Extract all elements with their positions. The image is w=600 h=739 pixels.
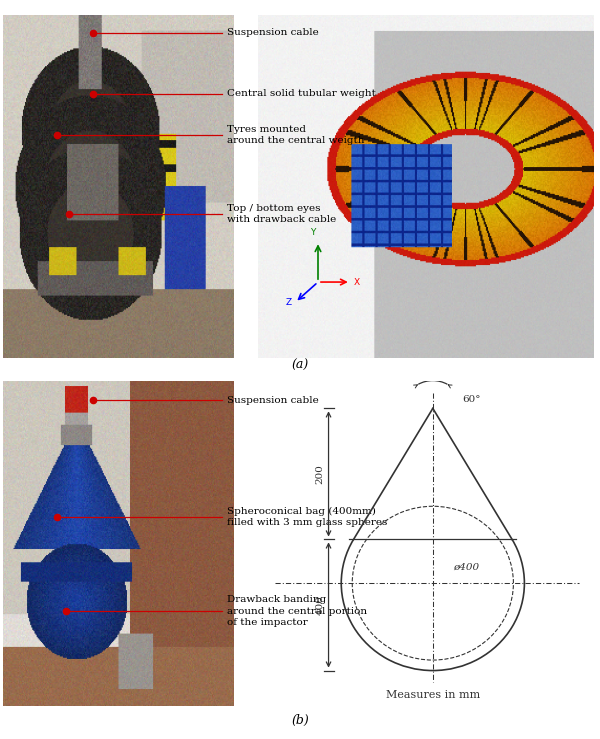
Text: X: X (354, 278, 360, 287)
Text: Z: Z (286, 298, 292, 307)
Text: (b): (b) (291, 714, 309, 727)
Text: Suspension cable: Suspension cable (227, 28, 319, 37)
Text: Top / bottom eyes
with drawback cable: Top / bottom eyes with drawback cable (227, 204, 336, 225)
Text: 200: 200 (316, 464, 325, 484)
Text: 60°: 60° (462, 395, 481, 404)
Text: Central solid tubular weight: Central solid tubular weight (227, 89, 376, 98)
Text: ø400: ø400 (454, 563, 480, 572)
Text: Tyres mounted
around the central weigth: Tyres mounted around the central weigth (227, 125, 364, 146)
Text: 400: 400 (316, 595, 325, 615)
Text: Y: Y (310, 228, 315, 237)
Text: Drawback banding
around the central portion
of the impactor: Drawback banding around the central port… (227, 596, 367, 627)
Text: (a): (a) (292, 359, 308, 372)
Text: Spheroconical bag (400mm)
filled with 3 mm glass spheres: Spheroconical bag (400mm) filled with 3 … (227, 507, 387, 528)
Text: Measures in mm: Measures in mm (386, 690, 480, 701)
Text: Suspension cable: Suspension cable (227, 395, 319, 404)
